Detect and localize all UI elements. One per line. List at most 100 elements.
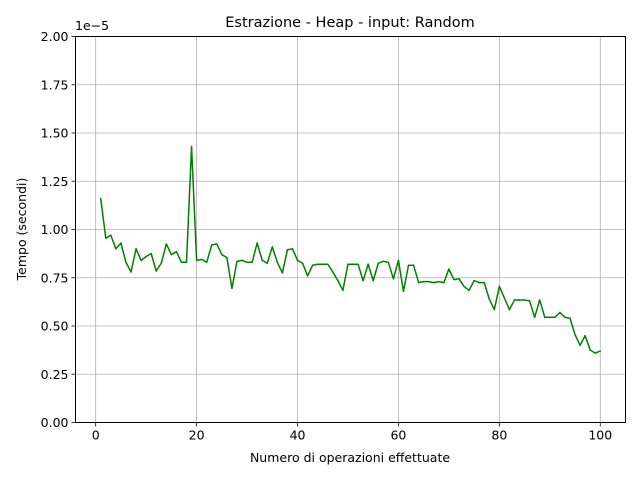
data-point (200, 258, 203, 261)
data-point (337, 279, 339, 282)
y-tick-label: 2.00 (41, 29, 69, 44)
x-axis: 0 20 40 60 80 100 (92, 422, 612, 443)
series-group (99, 145, 602, 354)
data-point (579, 344, 581, 347)
y-tick-label: 1.25 (41, 174, 69, 189)
data-point (367, 263, 369, 265)
x-tick-label: 100 (588, 428, 612, 443)
data-point (508, 308, 511, 311)
data-point (538, 299, 541, 301)
data-point (574, 333, 576, 336)
data-point (533, 316, 536, 319)
data-point (382, 260, 385, 263)
y-tick-label: 0.50 (41, 319, 69, 334)
data-point (221, 253, 223, 256)
data-point (503, 297, 506, 299)
data-point (528, 300, 531, 302)
data-point (377, 262, 379, 265)
data-point (473, 279, 475, 282)
data-point (205, 261, 208, 264)
data-point (231, 287, 233, 290)
y-tick-label: 1.00 (41, 222, 69, 237)
data-point (216, 243, 218, 245)
data-point (438, 280, 440, 283)
data-point (226, 256, 228, 259)
data-point (523, 299, 526, 301)
data-point (236, 260, 238, 263)
data-point (488, 298, 491, 300)
y-tick-label: 1.75 (41, 77, 69, 92)
data-point (150, 252, 152, 255)
data-point (271, 246, 274, 248)
series-line (99, 145, 601, 354)
data-point (427, 280, 430, 283)
data-point (443, 281, 445, 284)
data-point (402, 290, 405, 293)
data-point (448, 268, 450, 270)
data-point (483, 281, 485, 284)
data-point (241, 259, 243, 262)
data-point (210, 244, 213, 246)
data-point (322, 263, 324, 265)
x-axis-label: Numero di operazioni effettuate (250, 450, 450, 465)
data-point (433, 281, 435, 284)
data-point (559, 311, 561, 314)
data-point (498, 285, 501, 288)
y-tick-label: 0.75 (41, 270, 69, 285)
data-point (458, 277, 460, 280)
x-tick-label: 60 (390, 428, 406, 443)
data-point (387, 261, 390, 264)
data-point (397, 259, 400, 262)
data-point (594, 352, 596, 354)
data-point (306, 275, 309, 277)
data-point (544, 316, 546, 319)
data-point (311, 264, 314, 266)
data-point (175, 250, 178, 253)
data-point (407, 264, 410, 266)
data-point (246, 261, 248, 264)
x-tick-label: 40 (290, 428, 306, 443)
chart-title: Estrazione - Heap - input: Random (225, 15, 475, 31)
data-point (589, 349, 591, 351)
x-tick-label: 80 (491, 428, 507, 443)
data-point (301, 262, 304, 265)
data-point (584, 334, 586, 337)
data-point (357, 263, 359, 265)
data-point (347, 263, 349, 265)
data-point (296, 259, 299, 262)
data-point (115, 248, 117, 250)
data-point (599, 350, 602, 352)
y-offset-label: 1e−5 (75, 18, 109, 33)
data-point (327, 263, 329, 265)
data-point (145, 255, 147, 258)
data-point (286, 249, 289, 251)
y-axis: 0.00 0.25 0.50 0.75 1.00 1.25 1.50 1.75 2.00 (41, 29, 76, 430)
data-point (422, 280, 425, 283)
data-point (564, 316, 566, 319)
data-point (281, 272, 284, 274)
data-point (332, 271, 334, 273)
y-axis-label: Tempo (secondi) (14, 178, 29, 282)
x-tick-label: 20 (189, 428, 205, 443)
data-point (453, 278, 455, 281)
data-point (569, 317, 571, 320)
data-point (412, 264, 415, 266)
data-point (291, 248, 294, 250)
x-tick-label: 0 (92, 428, 100, 443)
data-point (362, 279, 364, 282)
data-point (165, 243, 168, 245)
data-point (120, 242, 122, 244)
data-point (135, 248, 137, 250)
data-point (140, 259, 142, 262)
data-point (549, 316, 551, 319)
data-point (342, 289, 344, 292)
data-point (316, 263, 319, 265)
data-point (160, 262, 163, 265)
data-point (125, 261, 127, 264)
data-point (554, 316, 556, 319)
data-point (251, 261, 253, 264)
data-point (190, 145, 193, 148)
data-point (195, 259, 198, 262)
